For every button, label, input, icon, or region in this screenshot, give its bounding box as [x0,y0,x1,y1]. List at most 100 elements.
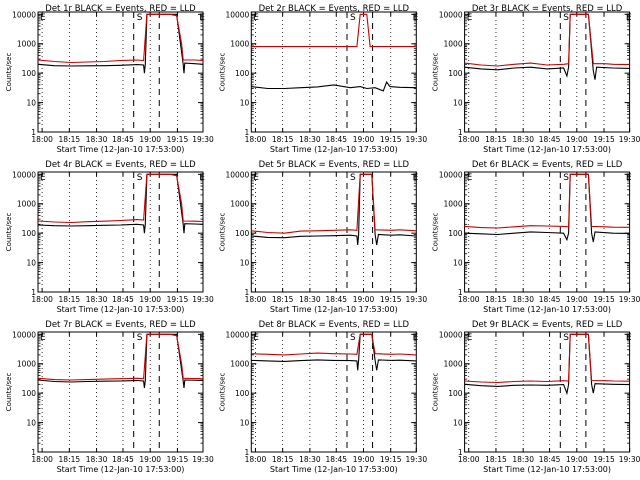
lld-series-line [251,333,417,356]
chart-title: Det 6r BLACK = Events, RED = LLD [472,160,623,170]
y-tick-label: 1 [245,448,250,457]
x-axis-label: Start Time (12-Jan-10 17:53:00) [483,305,611,314]
x-axis-label: Start Time (12-Jan-10 17:53:00) [270,465,398,474]
x-tick-label: 18:15 [485,135,507,144]
x-tick-label: 19:30 [192,455,214,464]
chart-panel-7: Det 7r BLACK = Events, RED = LLD S E E 1 10 10… [5,320,214,474]
lld-series-line [37,13,204,64]
x-tick-label: 19:15 [380,295,402,304]
chart-title: Det 4r BLACK = Events, RED = LLD [45,160,196,170]
chart-title: Det 1r BLACK = Events, RED = LLD [45,4,196,14]
start-marker-label: S [350,13,356,23]
x-tick-label: 18:15 [272,295,294,304]
x-tick-label: 18:45 [325,295,347,304]
y-tick-label: 10000 [439,170,463,179]
chart-panel-5: Det 5r BLACK = Events, RED = LLD S E E 1 10 10… [218,160,427,314]
y-tick-label: 10000 [12,170,36,179]
x-tick-label: 18:00 [245,455,267,464]
x-tick-label: 19:15 [593,295,615,304]
y-axis-label: Counts/sec [432,53,440,92]
x-tick-label: 18:30 [86,295,108,304]
y-tick-label: 100 [22,229,37,238]
x-axis-label: Start Time (12-Jan-10 17:53:00) [270,305,398,314]
start-marker-label: S [563,173,569,183]
chart-title: Det 9r BLACK = Events, RED = LLD [472,320,623,330]
plot-frame [250,171,417,293]
x-tick-label: 19:15 [380,135,402,144]
y-tick-label: 100 [448,229,463,238]
events-series-line [37,13,204,74]
lld-series-line [251,173,417,234]
x-tick-label: 18:00 [31,135,53,144]
y-axis-label: Counts/sec [218,373,226,412]
x-tick-label: 19:00 [353,135,375,144]
y-tick-label: 10000 [439,330,463,339]
plot-frame [464,171,631,293]
chart-title: Det 5r BLACK = Events, RED = LLD [259,160,410,170]
x-tick-label: 19:00 [139,135,161,144]
chart-title: Det 8r BLACK = Events, RED = LLD [259,320,410,330]
left-edge-marker-label: E [467,333,473,343]
x-tick-label: 19:00 [353,455,375,464]
x-tick-label: 19:30 [405,455,427,464]
plot-frame [250,331,417,453]
x-axis-label: Start Time (12-Jan-10 17:53:00) [57,305,185,314]
plot-frame [37,331,204,453]
left-edge-marker-label: E [467,13,473,23]
x-tick-label: 18:15 [485,455,507,464]
x-tick-label: 18:45 [539,455,561,464]
x-tick-label: 18:45 [112,455,134,464]
y-axis-label: Counts/sec [5,373,13,412]
x-axis-label: Start Time (12-Jan-10 17:53:00) [57,145,185,154]
x-tick-label: 18:00 [458,295,480,304]
end-marker-label: E [413,333,419,343]
x-tick-label: 19:30 [192,135,214,144]
x-tick-label: 19:30 [619,135,640,144]
x-tick-label: 19:30 [619,295,640,304]
y-tick-label: 1 [458,128,463,137]
x-tick-label: 18:00 [245,295,267,304]
events-series-line [37,173,204,234]
y-tick-label: 1000 [444,200,463,209]
y-tick-label: 10 [453,99,463,108]
x-tick-label: 18:30 [512,455,534,464]
left-edge-marker-label: E [467,173,473,183]
start-marker-label: S [350,333,356,343]
lld-series-line [37,173,204,224]
y-tick-label: 1 [31,288,36,297]
y-tick-label: 1 [245,128,250,137]
start-marker-label: S [563,333,569,343]
y-axis-label: Counts/sec [218,213,226,252]
y-tick-label: 1000 [444,40,463,49]
chart-panel-4: Det 4r BLACK = Events, RED = LLD S E E 1 10 10… [5,160,214,314]
y-tick-label: 1 [31,128,36,137]
x-tick-label: 18:15 [59,295,81,304]
x-tick-label: 18:30 [299,135,321,144]
x-tick-label: 19:15 [167,295,189,304]
y-tick-label: 10000 [225,170,249,179]
chart-panel-9: Det 9r BLACK = Events, RED = LLD S E E 1 10 10… [432,320,640,474]
lld-series-line [464,13,630,67]
x-tick-label: 19:15 [380,455,402,464]
events-series-line [464,173,630,243]
x-tick-label: 19:00 [566,455,588,464]
plot-frame [37,11,204,133]
events-series-line [251,333,417,371]
x-tick-label: 18:15 [485,295,507,304]
x-tick-label: 19:00 [139,455,161,464]
y-tick-label: 10 [240,99,250,108]
y-axis-label: Counts/sec [5,53,13,92]
x-tick-label: 18:45 [112,135,134,144]
left-edge-marker-label: E [40,333,46,343]
plot-frame [250,11,417,133]
y-tick-label: 1 [245,288,250,297]
events-series-line [464,13,630,80]
x-tick-label: 18:15 [272,455,294,464]
lld-series-line [37,333,204,381]
y-tick-label: 10000 [225,330,249,339]
y-tick-label: 1000 [444,360,463,369]
x-tick-label: 18:30 [86,135,108,144]
y-tick-label: 100 [22,69,37,78]
